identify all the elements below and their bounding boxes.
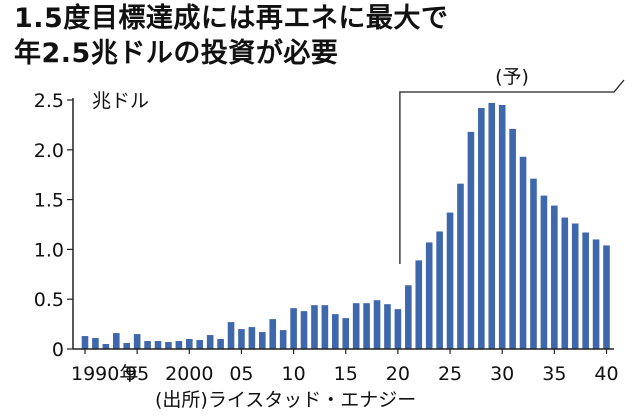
axes [72,98,614,350]
bar-1990 [81,336,89,349]
x-tick-label: 25 [438,363,462,385]
bar-2028 [478,107,485,349]
bar-1997 [154,341,162,349]
x-tick-label: 35 [542,363,566,385]
bar-2018 [373,300,381,349]
bar-2026 [457,183,464,349]
forecast-bracket-line [399,79,625,264]
bar-2004 [227,322,235,349]
bar-2039 [592,239,600,349]
bar-2015 [342,318,350,349]
bar-2017 [363,303,370,349]
bar-2040 [603,245,610,349]
bar-1996 [144,341,151,349]
bar-2010 [290,308,297,349]
bar-2022 [415,260,423,349]
x-tick-label: 1990年 [71,363,138,385]
y-axis-unit-label: 兆ドル [92,90,149,112]
bar-2014 [332,314,339,349]
bar-2023 [425,242,433,349]
bar-2002 [206,335,214,349]
x-tick-label: 95 [125,363,149,385]
bar-2038 [582,232,589,349]
bar-2036 [561,217,569,349]
x-tick-label: 20 [386,363,410,385]
bar-2019 [384,304,391,349]
bar-2025 [446,212,454,349]
bar-1998 [165,342,172,349]
x-tick-label: 15 [334,363,358,385]
bar-1994 [123,343,131,349]
bar-2000 [186,339,193,349]
bar-2030 [498,104,506,349]
bar-2007 [259,332,266,349]
bar-2016 [352,303,360,349]
chart-title-line-1: 1.5度目標達成には再エネに最大で [14,3,449,34]
bar-1991 [92,338,99,349]
x-tick-label: 2000 [165,363,213,385]
bar-2024 [436,231,443,349]
x-tick-label: 30 [490,363,514,385]
source-note: (出所)ライスタッド・エナジー [155,389,416,411]
bar-2009 [279,330,287,349]
bar-2032 [519,156,527,349]
bar-2005 [238,329,245,349]
bar-series [81,102,610,350]
bar-2011 [300,311,308,349]
y-tick-label: 2.5 [34,90,64,112]
bar-1993 [112,333,120,349]
y-tick-label: 1.5 [34,190,64,212]
bar-2027 [467,131,475,349]
bar-2029 [488,102,496,350]
y-tick-label: 2.0 [34,140,64,162]
bar-2031 [509,128,516,349]
bar-2020 [394,309,402,349]
bar-1999 [175,341,183,349]
bar-2006 [248,327,256,349]
bar-1992 [102,344,110,349]
bar-2008 [269,319,277,349]
bar-2001 [196,340,204,349]
bar-2021 [405,285,412,349]
forecast-label: (予) [495,66,529,88]
bar-2003 [217,339,224,349]
x-tick-label: 40 [594,363,618,385]
x-tick-label: 10 [282,363,306,385]
y-tick-label: 0 [52,339,64,361]
y-axis-ticks: 0 0.5 1.0 1.5 2.0 2.5 [34,90,73,361]
bar-2013 [321,305,329,349]
bar-1995 [133,334,141,349]
bar-2034 [540,195,548,349]
x-tick-label: 05 [229,363,253,385]
bar-2012 [311,305,318,349]
y-tick-label: 1.0 [34,239,64,261]
bar-2037 [571,223,579,349]
y-tick-label: 0.5 [34,289,64,311]
bar-2033 [530,178,537,349]
bar-2035 [551,205,558,349]
forecast-bracket: (予) [399,66,625,264]
chart-title-line-2: 年2.5兆ドルの投資が必要 [14,38,339,69]
